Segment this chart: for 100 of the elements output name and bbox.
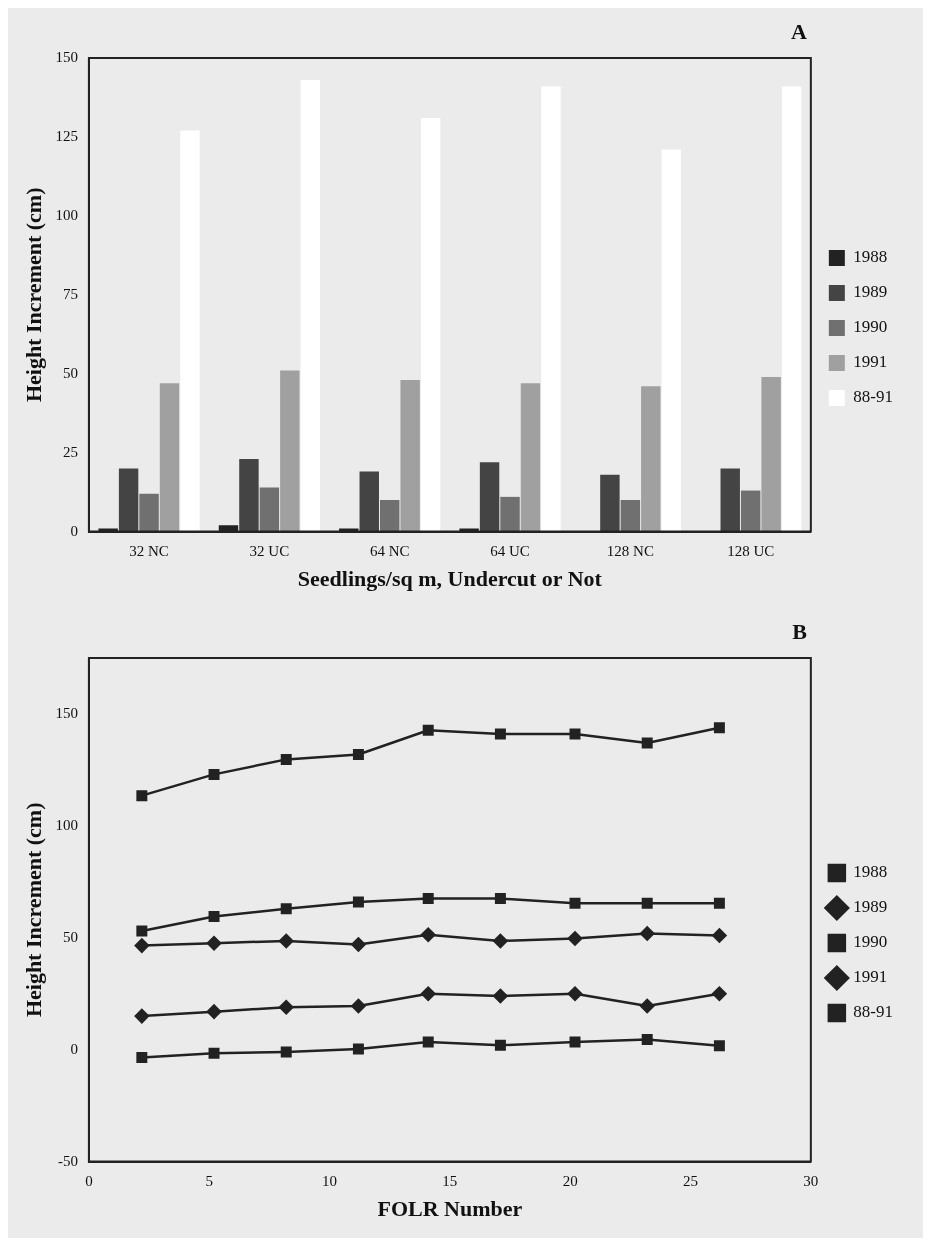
chart-title: B xyxy=(792,618,808,644)
point xyxy=(208,911,220,923)
bar xyxy=(280,370,300,532)
bar xyxy=(139,493,159,532)
point xyxy=(494,728,506,740)
point xyxy=(136,925,148,937)
point xyxy=(641,737,653,749)
x-tick-label: 5 xyxy=(205,1172,213,1189)
legend-label: 1990 xyxy=(853,317,888,337)
point xyxy=(136,790,148,802)
y-tick-label: 100 xyxy=(55,816,78,833)
chart-title: A xyxy=(790,18,807,44)
y-tick-label: 75 xyxy=(62,285,78,302)
bar xyxy=(259,487,280,532)
bar xyxy=(420,117,441,532)
bar xyxy=(400,380,420,532)
y-tick-label: -50 xyxy=(57,1152,78,1169)
point xyxy=(569,728,581,740)
x-tick-label: 30 xyxy=(803,1172,819,1189)
y-tick-label: 50 xyxy=(62,928,78,945)
point xyxy=(641,897,653,909)
point xyxy=(134,1008,150,1024)
x-tick-label: 20 xyxy=(562,1172,578,1189)
y-tick-label: 100 xyxy=(55,206,78,223)
point xyxy=(280,903,292,915)
point xyxy=(206,1004,222,1019)
point xyxy=(280,753,292,765)
point xyxy=(208,768,220,780)
y-tick-label: 150 xyxy=(55,704,78,721)
point xyxy=(713,897,725,909)
point xyxy=(569,1036,581,1048)
bar xyxy=(520,383,541,532)
bar xyxy=(641,386,661,532)
legend-label: 1989 xyxy=(853,282,888,302)
x-tick-label: 128 UC xyxy=(727,542,775,559)
bar xyxy=(159,383,180,532)
legend-label: 88-91 xyxy=(853,387,894,407)
legend-label: 1988 xyxy=(853,247,888,267)
point xyxy=(494,893,506,905)
point xyxy=(206,935,222,951)
point xyxy=(712,928,727,943)
point xyxy=(278,933,294,949)
y-tick-label: 0 xyxy=(70,522,78,539)
x-tick-label: 0 xyxy=(85,1172,93,1189)
bar xyxy=(600,474,620,532)
bar xyxy=(479,462,500,532)
legend-label: 1991 xyxy=(853,352,888,372)
point xyxy=(351,998,366,1014)
point xyxy=(422,724,434,736)
x-tick-label: 32 UC xyxy=(249,542,290,559)
point xyxy=(352,1043,364,1055)
point xyxy=(493,988,508,1004)
x-axis-title: FOLR Number xyxy=(377,1196,523,1222)
legend-label: 1990 xyxy=(853,932,888,952)
bar xyxy=(761,376,781,532)
point xyxy=(352,896,364,908)
point xyxy=(569,897,581,909)
bar xyxy=(379,500,400,532)
point xyxy=(351,937,366,952)
point xyxy=(136,1052,148,1064)
bar xyxy=(720,468,740,532)
bar xyxy=(781,86,802,532)
legend-label: 1991 xyxy=(853,967,888,987)
x-tick-label: 25 xyxy=(683,1172,699,1189)
point xyxy=(420,927,436,942)
bar xyxy=(500,496,520,532)
x-tick-label: 64 NC xyxy=(369,542,410,559)
bar xyxy=(541,86,561,532)
y-axis-title: Height Increment (cm) xyxy=(20,802,46,1018)
y-tick-label: 150 xyxy=(55,48,78,65)
point xyxy=(422,1036,434,1048)
bar xyxy=(180,130,200,532)
x-tick-label: 10 xyxy=(322,1172,338,1189)
bar xyxy=(620,500,641,532)
point xyxy=(641,1034,653,1046)
x-tick-label: 64 UC xyxy=(490,542,530,559)
point xyxy=(713,1040,725,1052)
x-axis-title: Seedlings/sq m, Undercut or Not xyxy=(297,566,603,592)
point xyxy=(208,1047,220,1059)
point xyxy=(639,926,655,941)
point xyxy=(567,986,583,1001)
y-tick-label: 25 xyxy=(62,443,78,460)
bar xyxy=(118,468,139,532)
bar xyxy=(661,149,681,532)
point xyxy=(280,1046,292,1058)
point xyxy=(639,998,655,1014)
point xyxy=(494,1039,506,1051)
point xyxy=(278,999,294,1015)
x-tick-label: 128 NC xyxy=(606,542,654,559)
legend-label: 1988 xyxy=(853,862,888,882)
legend-label: 1989 xyxy=(853,897,888,917)
point xyxy=(493,933,508,949)
point xyxy=(712,986,727,1001)
point xyxy=(567,931,583,946)
bar xyxy=(740,490,761,532)
point xyxy=(422,893,434,905)
y-tick-label: 125 xyxy=(55,127,78,144)
y-tick-label: 50 xyxy=(62,364,78,381)
bar xyxy=(359,471,379,532)
y-axis-title: Height Increment (cm) xyxy=(20,187,46,403)
